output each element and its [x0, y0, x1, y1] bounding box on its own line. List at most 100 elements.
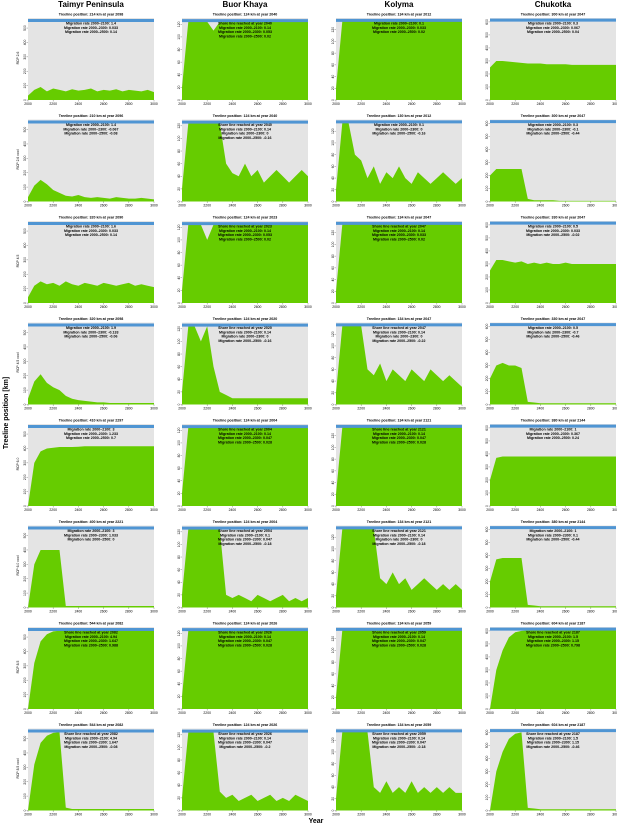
y-tick-label: 40 [177, 73, 181, 77]
y-tick-label: 40 [177, 174, 181, 178]
panel-title: Treeline position: 134 km at year 2121 [367, 418, 432, 422]
x-tick-label: 3000 [150, 203, 158, 207]
annotation: Migration rate 2000–2100: 4.94 [65, 635, 117, 639]
y-tick-label: 100 [177, 643, 181, 649]
annotation: Migration rate 2000–2100: 4.94 [65, 736, 117, 740]
y-tick-label: 400 [23, 344, 27, 350]
x-tick-label: 3000 [612, 508, 617, 512]
annotation: Migration rate 2000–2300: -0.133 [63, 330, 118, 334]
y-tick-label: 20 [177, 491, 181, 495]
annotation: Shore line reached at year 2187 [526, 631, 580, 635]
y-tick-label: 20 [331, 492, 335, 496]
x-tick-label: 2600 [408, 102, 416, 106]
panel-title: Treeline position: 330 km at year 2047 [521, 317, 586, 321]
y-tick-label: 300 [485, 667, 489, 673]
x-tick-label: 2400 [383, 406, 391, 410]
y-tick-label: 100 [331, 140, 335, 146]
treeline-area [336, 224, 462, 303]
annotation: Migration rate 2000–2500: 0.798 [526, 643, 580, 647]
y-tick-label: 300 [485, 566, 489, 572]
treeline-area [28, 281, 154, 303]
x-tick-label: 2400 [229, 609, 237, 613]
y-tick-label: 60 [331, 164, 335, 168]
x-tick-label: 2600 [254, 406, 262, 410]
x-tick-label: 2000 [332, 508, 340, 512]
y-tick-label: 200 [23, 779, 27, 785]
annotation: Migration rate 2000–2500: 0.02 [373, 30, 425, 34]
y-tick-label: 0 [485, 809, 489, 811]
x-tick-label: 2200 [203, 305, 211, 309]
x-tick-label: 2000 [178, 305, 186, 309]
y-tick-label: 60 [331, 570, 335, 574]
x-tick-label: 2400 [537, 711, 545, 715]
y-tick-label: 100 [485, 693, 489, 699]
x-tick-label: 2200 [203, 102, 211, 106]
panel-title: Treeline position: 410 km at year 2297 [59, 418, 124, 422]
y-tick-label: 400 [23, 446, 27, 452]
panel-title: Treeline position: 134 km at year 2059 [367, 621, 432, 625]
annotation: Shore line reached at year 2040 [218, 22, 272, 26]
x-tick-label: 2000 [178, 203, 186, 207]
x-tick-label: 3000 [612, 203, 617, 207]
annotation: Migration rate 2000–2500: -0.16 [372, 132, 425, 136]
annotation: Migration rate 2000–2500: 0.028 [218, 643, 272, 647]
y-tick-label: 40 [331, 582, 335, 586]
y-tick-label: 40 [177, 479, 181, 483]
y-tick-label: 100 [23, 692, 27, 698]
annotation: Shore line reached at year 2121 [372, 428, 426, 432]
x-tick-label: 2600 [408, 305, 416, 309]
treeline-area [336, 427, 462, 506]
annotation: Migration rate 2000–2100: 0.14 [373, 432, 425, 436]
annotation: Migration rate 2000–2100: 0.14 [373, 229, 425, 233]
treeline-area [182, 326, 308, 405]
annotation: Migration rate 2000–2500: -0.46 [526, 335, 579, 339]
y-tick-label: 500 [23, 127, 27, 133]
y-tick-label: 100 [331, 647, 335, 653]
annotation: Migration rate 2000–2300: 0 [376, 335, 423, 339]
x-tick-label: 2400 [537, 305, 545, 309]
annotation: Migration rate 2000–2500: -0.18 [372, 745, 425, 749]
x-tick-label: 2400 [383, 305, 391, 309]
x-tick-label: 2800 [433, 102, 441, 106]
y-tick-label: 40 [177, 783, 181, 787]
x-tick-label: 2200 [357, 812, 365, 816]
annotation: Migration rate 2000–2100: 0.3 [528, 123, 578, 127]
x-tick-label: 2800 [433, 812, 441, 816]
x-tick-label: 3000 [304, 406, 312, 410]
annotation: Shore line reached at year 2187 [526, 732, 580, 736]
annotation: Migration rate 2000–2300: -0.067 [63, 127, 118, 131]
x-tick-label: 2400 [537, 406, 545, 410]
y-tick-label: 400 [485, 553, 489, 559]
annotation: Migration rate 2000–2100: 1.5 [528, 635, 578, 639]
y-tick-label: 100 [177, 34, 181, 40]
y-tick-label: 0 [177, 809, 181, 811]
treeline-area [336, 21, 462, 101]
annotation: Migration rate 2000–2500: 0.14 [65, 30, 117, 34]
x-tick-label: 2000 [24, 508, 32, 512]
annotation: Migration rate 2000–2500: 0.02 [219, 34, 271, 38]
x-tick-label: 2000 [486, 406, 494, 410]
y-tick-label: 400 [23, 547, 27, 553]
annotation: Migration rate 2000–2100: 1.4 [66, 22, 116, 26]
annotation: Migration rate 2000–2100: 0.1 [374, 22, 424, 26]
annotation: Migration rate 2000–2100: 0.14 [373, 635, 425, 639]
panel-title: Treeline position: 134 km at year 2047 [367, 317, 432, 321]
x-tick-label: 2200 [511, 711, 519, 715]
x-tick-label: 2400 [75, 406, 83, 410]
x-tick-label: 2800 [587, 305, 595, 309]
y-tick-label: 80 [331, 660, 335, 664]
y-tick-label: 80 [177, 251, 181, 255]
y-tick-label: 200 [485, 71, 489, 77]
y-tick-label: 0 [23, 200, 27, 202]
treeline-area [28, 374, 154, 405]
y-tick-label: 200 [23, 677, 27, 683]
y-tick-label: 0 [485, 302, 489, 304]
y-tick-label: 20 [331, 188, 335, 192]
y-tick-label: 100 [331, 343, 335, 349]
annotation: Migration rate 2000–2500: -0.18 [218, 542, 271, 546]
treeline-area [28, 732, 154, 811]
column-header: Buor Khaya [223, 0, 268, 9]
treeline-area [28, 630, 154, 709]
x-tick-label: 2200 [357, 406, 365, 410]
y-tick-label: 0 [331, 606, 335, 608]
